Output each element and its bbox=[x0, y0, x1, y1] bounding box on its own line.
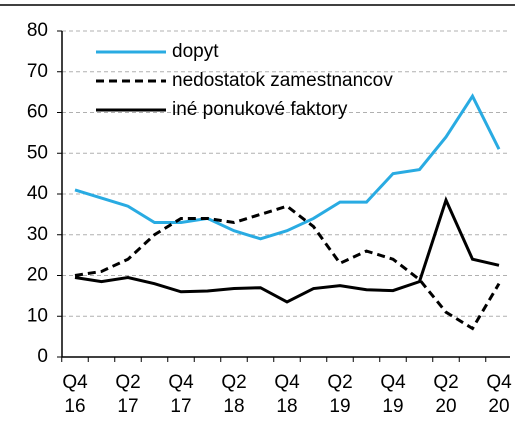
legend-label: dopyt bbox=[172, 41, 219, 62]
y-tick-label: 50 bbox=[27, 142, 48, 163]
y-tick-label: 60 bbox=[27, 102, 48, 123]
y-tick-label: 30 bbox=[27, 224, 48, 245]
y-tick-label: 70 bbox=[27, 61, 48, 82]
series-line bbox=[74, 195, 500, 304]
legend-label: nedostatok zamestnancov bbox=[172, 70, 393, 91]
x-tick-label: Q2 18 bbox=[221, 372, 247, 417]
series-line bbox=[74, 93, 501, 241]
y-tick-label: 20 bbox=[27, 265, 48, 286]
x-tick-label: Q4 16 bbox=[62, 372, 88, 417]
legend-label: iné ponukové faktory bbox=[172, 99, 348, 120]
y-tick-label: 0 bbox=[37, 346, 48, 367]
y-tick-label: 10 bbox=[27, 305, 48, 326]
x-tick-label: Q4 18 bbox=[274, 372, 300, 417]
x-tick-label: Q2 17 bbox=[115, 372, 141, 417]
x-tick-label: Q2 20 bbox=[433, 372, 459, 417]
y-tick-label: 80 bbox=[27, 20, 48, 41]
x-tick-label: Q2 19 bbox=[327, 372, 353, 417]
x-tick-label: Q4 20 bbox=[486, 372, 512, 417]
x-tick-label: Q4 17 bbox=[168, 372, 194, 417]
x-tick-label: Q4 19 bbox=[380, 372, 406, 417]
y-tick-label: 40 bbox=[27, 183, 48, 204]
series-line bbox=[74, 204, 501, 331]
